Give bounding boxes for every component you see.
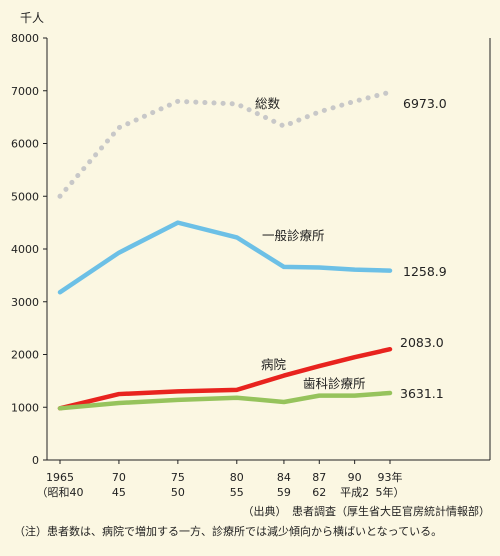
x-tick-label: 80 xyxy=(230,471,244,484)
x-tick-label: 70 xyxy=(112,471,126,484)
x-tick-label-era: 50 xyxy=(171,486,185,499)
y-tick-label: 2000 xyxy=(11,349,39,362)
series-line-1 xyxy=(57,220,393,295)
y-tick-label: 5000 xyxy=(11,190,39,203)
y-tick-label: 7000 xyxy=(11,85,39,98)
label-layer: 総数 6973.0 一般診療所 1258.9 病院 2083.0 歯科診療所 3631.1 xyxy=(255,96,447,401)
series-end-value: 2083.0 xyxy=(400,335,444,350)
series-name-label: 歯科診療所 xyxy=(303,376,366,391)
series-line-3 xyxy=(57,390,393,411)
y-tick-label: 4000 xyxy=(11,243,39,256)
x-tick-label: 93年 xyxy=(378,470,403,484)
y-unit-label: 千人 xyxy=(20,11,44,25)
x-tick-label: 87 xyxy=(312,471,326,484)
series-end-value: 6973.0 xyxy=(403,96,447,111)
x-tick-label-era: 55 xyxy=(230,486,244,499)
y-tick-label: 1000 xyxy=(11,401,39,414)
series-name-label: 一般診療所 xyxy=(262,228,325,243)
y-tick-label: 3000 xyxy=(11,296,39,309)
y-tick-label: 6000 xyxy=(11,138,39,151)
y-axis-ticks: 0 1000 2000 3000 4000 5000 6000 7000 8000 xyxy=(11,32,47,467)
series-end-value: 1258.9 xyxy=(403,264,447,279)
series-line-2 xyxy=(57,346,393,411)
series-name-label: 総数 xyxy=(255,96,281,111)
x-tick-label: 75 xyxy=(171,471,185,484)
x-tick-label: 84 xyxy=(277,471,291,484)
y-tick-label: 8000 xyxy=(11,32,39,45)
x-tick-label: 90 xyxy=(348,471,362,484)
series-end-value: 3631.1 xyxy=(400,386,444,401)
x-tick-label: 1965 xyxy=(46,471,74,484)
x-tick-label-era: 5年） xyxy=(376,485,405,499)
x-tick-label-era: （昭和40 xyxy=(37,486,84,499)
x-tick-label-era: 62 xyxy=(312,486,326,499)
series-line-0 xyxy=(57,89,393,199)
y-tick-label: 0 xyxy=(32,454,39,467)
x-tick-label-era: 平成2 xyxy=(340,486,369,499)
x-tick-label-era: 59 xyxy=(277,486,291,499)
source-note: （出典） 患者調査（厚生省大臣官房統計情報部） xyxy=(243,504,491,518)
footnote: （注）患者数は、病院で増加する一方、診療所では減少傾向から横ばいとなっている。 xyxy=(14,524,442,538)
series-name-label: 病院 xyxy=(261,357,287,372)
x-tick-label-era: 45 xyxy=(112,486,126,499)
series-layer xyxy=(57,89,393,411)
